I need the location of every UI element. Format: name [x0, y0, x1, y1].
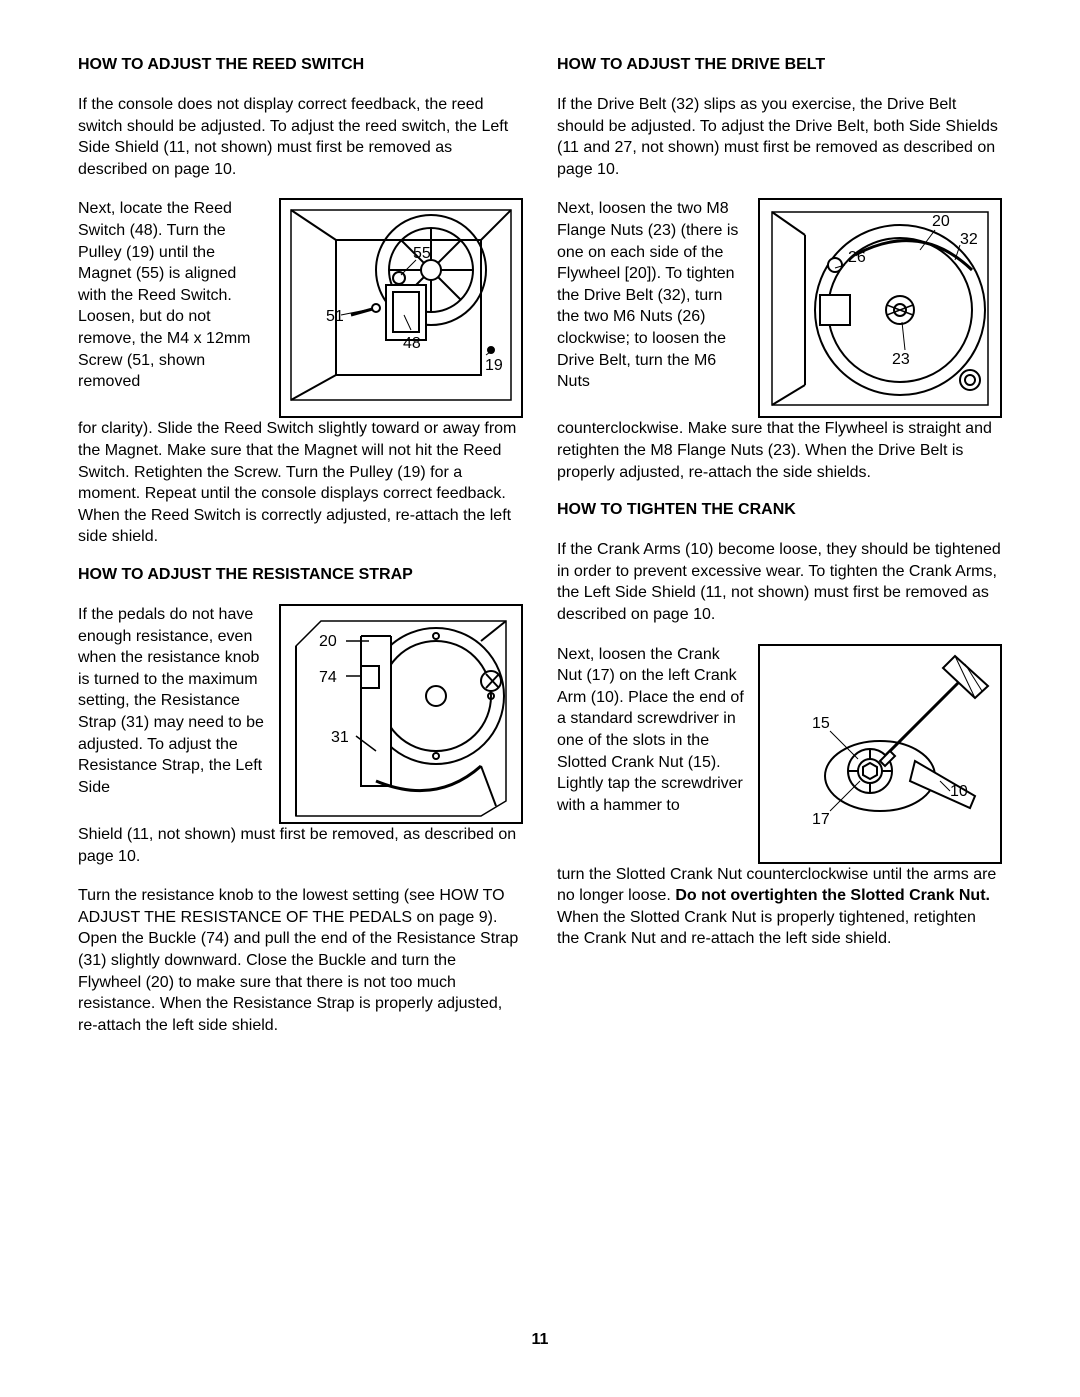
reed-switch-wrap: 51 55 48 19 Next, locate the Reed Switch…	[78, 198, 523, 418]
tighten-crank-wrap: 15 10 17 Next, loosen the Crank Nut (17)…	[557, 644, 1002, 864]
label-20: 20	[319, 633, 337, 650]
right-column: HOW TO ADJUST THE DRIVE BELT If the Driv…	[557, 56, 1002, 1054]
drive-belt-para2: counterclockwise. Make sure that the Fly…	[557, 418, 1002, 483]
reed-switch-figure: 51 55 48 19	[279, 198, 523, 418]
reed-switch-para1: If the console does not display correct …	[78, 94, 523, 180]
resistance-strap-figure: 20 74 31	[279, 604, 523, 824]
label-31: 31	[331, 729, 349, 746]
heading-reed-switch: HOW TO ADJUST THE REED SWITCH	[78, 56, 523, 74]
resistance-strap-wrap: 20 74 31 If the pedals do not have enoug…	[78, 604, 523, 824]
label-20b: 20	[932, 213, 950, 230]
label-19: 19	[485, 357, 503, 374]
tighten-crank-para1: If the Crank Arms (10) become loose, the…	[557, 539, 1002, 625]
label-55: 55	[413, 245, 431, 262]
label-10: 10	[950, 783, 968, 800]
heading-tighten-crank: HOW TO TIGHTEN THE CRANK	[557, 501, 1002, 519]
tighten-crank-para2: turn the Slotted Crank Nut counterclockw…	[557, 864, 1002, 950]
resistance-strap-para2: Shield (11, not shown) must first be rem…	[78, 824, 523, 867]
drive-belt-figure: 20 32 26 23	[758, 198, 1002, 418]
label-15: 15	[812, 715, 830, 732]
drive-belt-para1: If the Drive Belt (32) slips as you exer…	[557, 94, 1002, 180]
tighten-crank-figure: 15 10 17	[758, 644, 1002, 864]
drive-belt-wrap: 20 32 26 23 Next, loosen the two M8 Flan…	[557, 198, 1002, 418]
reed-switch-para2: for clarity). Slide the Reed Switch slig…	[78, 418, 523, 548]
label-26: 26	[848, 249, 866, 266]
label-51: 51	[326, 308, 344, 325]
label-23: 23	[892, 351, 910, 368]
label-17: 17	[812, 811, 830, 828]
left-column: HOW TO ADJUST THE REED SWITCH If the con…	[78, 56, 523, 1054]
page-number: 11	[0, 1331, 1080, 1349]
label-74: 74	[319, 669, 337, 686]
two-column-layout: HOW TO ADJUST THE REED SWITCH If the con…	[78, 56, 1002, 1054]
label-48: 48	[403, 335, 421, 352]
label-32: 32	[960, 231, 978, 248]
heading-drive-belt: HOW TO ADJUST THE DRIVE BELT	[557, 56, 1002, 74]
heading-resistance-strap: HOW TO ADJUST THE RESISTANCE STRAP	[78, 566, 523, 584]
tighten-crank-bold: Do not overtighten the Slotted Crank Nut…	[675, 887, 990, 904]
tighten-crank-para2b: When the Slotted Crank Nut is properly t…	[557, 909, 976, 948]
resistance-strap-para3: Turn the resistance knob to the lowest s…	[78, 885, 523, 1036]
